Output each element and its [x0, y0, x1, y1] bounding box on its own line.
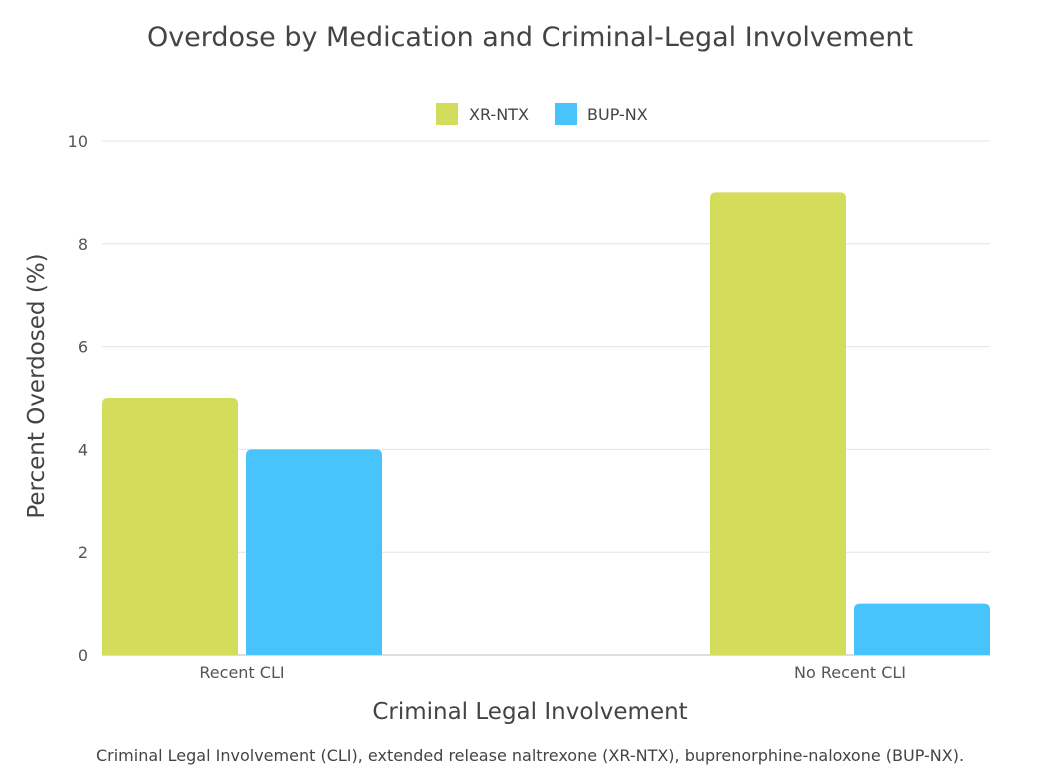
bar-xr-ntx-recent-cli: [102, 398, 238, 655]
legend-label-xr-ntx: XR-NTX: [469, 105, 529, 124]
y-tick-label: 2: [78, 543, 88, 562]
y-tick-label: 8: [78, 235, 88, 254]
y-axis-ticks: 0 2 4 6 8 10: [68, 132, 88, 665]
bar-chart: 0 2 4 6 8 10 Recent CLI No Recent CLI XR-NTX BU…: [24, 103, 990, 725]
y-tick-label: 10: [68, 132, 88, 151]
y-tick-label: 0: [78, 646, 88, 665]
footnote: Criminal Legal Involvement (CLI), extend…: [95, 746, 965, 765]
legend-swatch-xr-ntx: [436, 103, 458, 125]
x-tick-label: Recent CLI: [199, 663, 284, 682]
bar-xr-ntx-no-recent-cli: [710, 192, 846, 655]
bar-bup-nx-no-recent-cli: [854, 603, 990, 655]
chart-title: Overdose by Medication and Criminal-Lega…: [146, 22, 914, 53]
bars: [102, 192, 990, 655]
y-tick-label: 6: [78, 338, 88, 357]
y-tick-label: 4: [78, 440, 88, 459]
y-axis-title: Percent Overdosed (%): [24, 253, 50, 518]
legend-label-bup-nx: BUP-NX: [587, 105, 648, 124]
x-tick-label: No Recent CLI: [794, 663, 906, 682]
legend: XR-NTX BUP-NX: [436, 103, 648, 125]
x-axis-title: Criminal Legal Involvement: [372, 699, 687, 725]
bar-bup-nx-recent-cli: [246, 449, 382, 655]
x-axis-ticks: Recent CLI No Recent CLI: [199, 663, 906, 682]
legend-swatch-bup-nx: [555, 103, 577, 125]
